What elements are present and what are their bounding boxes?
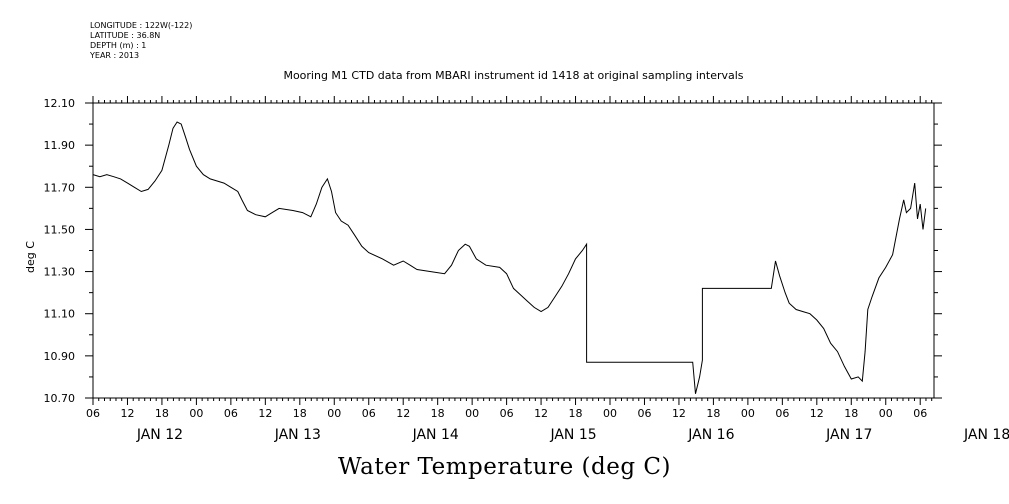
y-tick-label: 11.70 — [44, 181, 76, 194]
tick-marks — [85, 96, 942, 405]
x-hour-label: 00 — [189, 407, 203, 420]
x-hour-label: 12 — [810, 407, 824, 420]
longitude-label: LONGITUDE : 122W(-122) — [90, 21, 193, 30]
x-day-label: JAN 13 — [274, 427, 321, 443]
x-day-label: JAN 17 — [825, 427, 872, 443]
x-hour-label: 12 — [534, 407, 548, 420]
x-hour-label: 18 — [844, 407, 858, 420]
tick-labels: 06 12 18 00 06 12 18 00 06 12 18 00 06 12 18 00 06 12 18 00… — [44, 97, 1009, 443]
y-tick-label: 10.90 — [44, 350, 76, 363]
x-hour-label: 00 — [879, 407, 893, 420]
depth-label: DEPTH (m) : 1 — [90, 41, 147, 50]
x-hour-label: 06 — [637, 407, 651, 420]
x-hour-label: 00 — [465, 407, 479, 420]
x-hour-label: 06 — [224, 407, 238, 420]
chart-title: Mooring M1 CTD data from MBARI instrumen… — [283, 69, 744, 82]
x-hour-label: 12 — [672, 407, 686, 420]
series-line-water-temperature — [92, 121, 927, 394]
x-hour-label: 06 — [500, 407, 514, 420]
x-hour-label: 06 — [775, 407, 789, 420]
x-hour-label: 06 — [86, 407, 100, 420]
x-hour-label: 18 — [569, 407, 583, 420]
x-hour-label: 18 — [155, 407, 169, 420]
x-hour-label: 06 — [913, 407, 927, 420]
x-day-label: JAN 16 — [687, 427, 734, 443]
x-day-label: JAN 18 — [963, 427, 1009, 443]
x-hour-label: 12 — [258, 407, 272, 420]
x-hour-label: 12 — [396, 407, 410, 420]
x-hour-label: 18 — [293, 407, 307, 420]
year-label: YEAR : 2013 — [90, 51, 140, 60]
plot-frame — [92, 102, 935, 399]
x-hour-label: 12 — [120, 407, 134, 420]
x-hour-label: 00 — [603, 407, 617, 420]
x-hour-label: 00 — [741, 407, 755, 420]
y-tick-label: 12.10 — [44, 97, 76, 110]
y-tick-label: 11.90 — [44, 139, 76, 152]
x-day-label: JAN 14 — [412, 427, 459, 443]
y-tick-label: 11.10 — [44, 308, 76, 321]
metadata-block: LONGITUDE : 122W(-122) LATITUDE : 36.8N … — [90, 21, 192, 61]
x-hour-label: 06 — [362, 407, 376, 420]
latitude-label: LATITUDE : 36.8N — [90, 31, 161, 40]
x-axis-title: Water Temperature (deg C) — [338, 454, 671, 480]
x-hour-label: 18 — [431, 407, 445, 420]
x-day-label: JAN 15 — [549, 427, 596, 443]
y-tick-label: 11.30 — [44, 266, 76, 279]
x-day-label: JAN 12 — [136, 427, 183, 443]
x-hour-label: 00 — [327, 407, 341, 420]
x-hour-label: 18 — [706, 407, 720, 420]
y-tick-label: 10.70 — [44, 392, 76, 405]
y-tick-label: 11.50 — [44, 223, 76, 236]
